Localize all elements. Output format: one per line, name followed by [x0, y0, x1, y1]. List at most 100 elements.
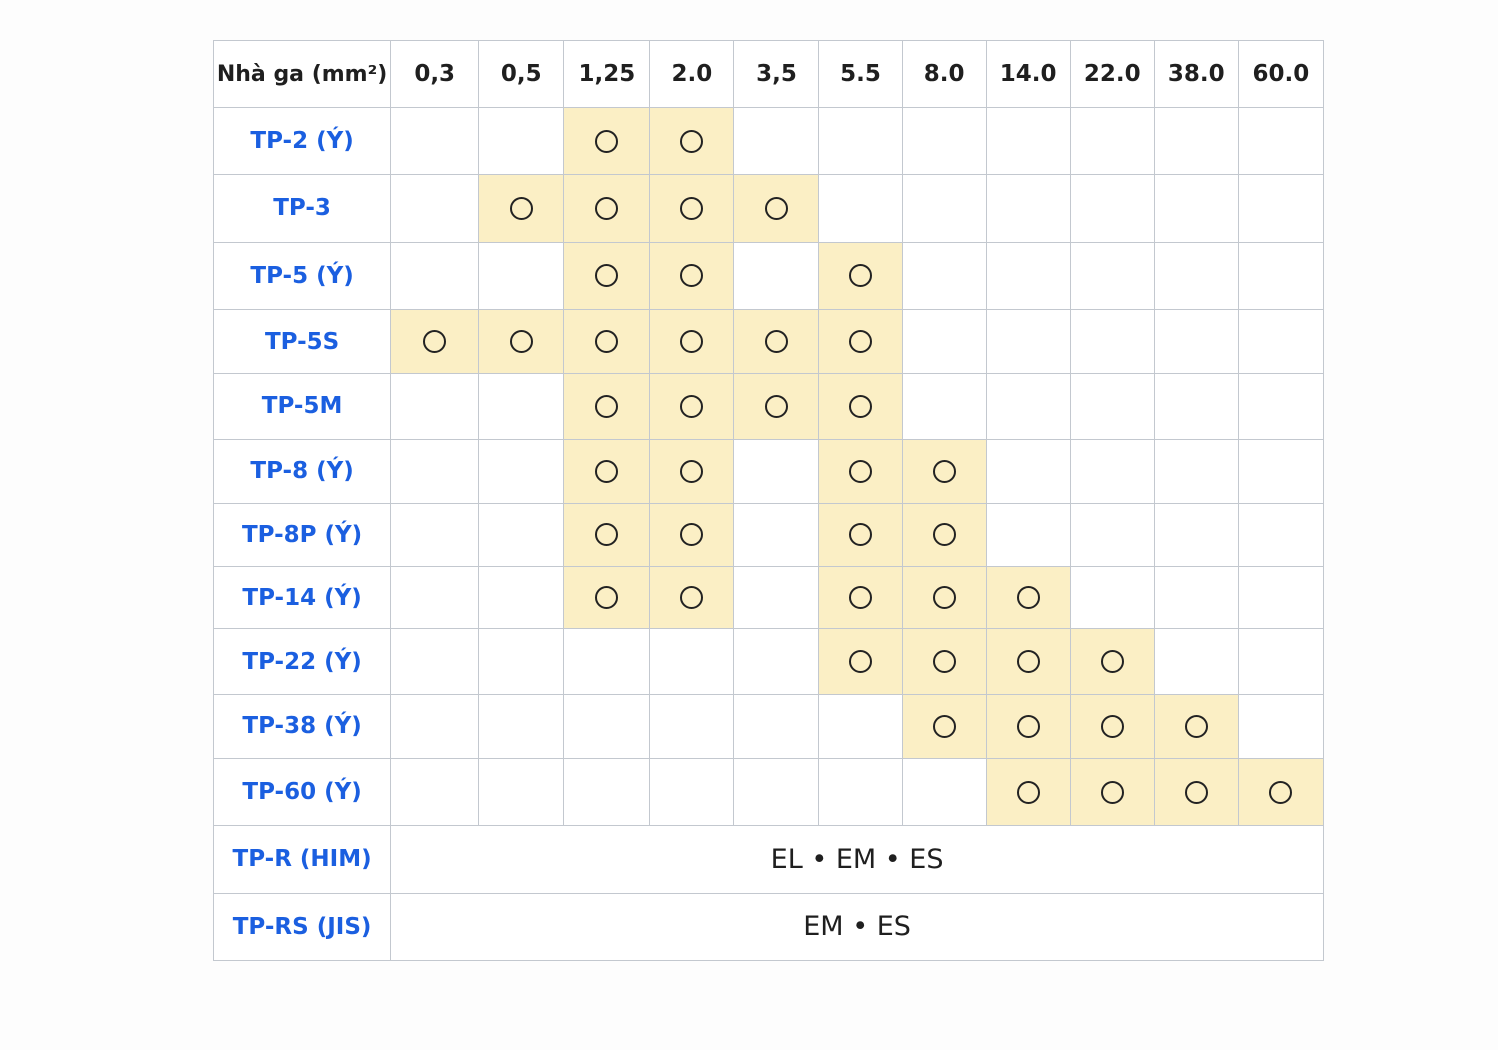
table-cell — [733, 566, 820, 630]
table-cell — [901, 106, 987, 176]
table-cell — [818, 693, 903, 759]
table-cell — [1069, 174, 1155, 243]
table-cell — [1153, 566, 1239, 630]
table-cell — [901, 566, 987, 630]
table-cell — [1069, 757, 1155, 827]
row-label: TP-3 — [212, 174, 392, 243]
circle-mark-icon — [1016, 586, 1040, 610]
table-cell — [1069, 693, 1155, 759]
table-cell — [478, 106, 565, 176]
table-cell — [478, 693, 565, 759]
table-cell — [1237, 241, 1325, 310]
table-cell — [985, 438, 1071, 504]
row-label: TP-14 (Ý) — [212, 566, 392, 630]
circle-mark-icon — [595, 394, 619, 418]
table-cell — [1069, 628, 1155, 695]
table-cell — [563, 174, 651, 243]
table-cell — [1153, 693, 1239, 759]
circle-mark-icon — [680, 264, 704, 288]
circle-mark-icon — [764, 330, 788, 354]
column-header: 22.0 — [1069, 40, 1155, 108]
circle-mark-icon — [680, 459, 704, 483]
table-cell — [563, 106, 651, 176]
table-cell — [818, 628, 903, 695]
table-cell — [1237, 757, 1325, 827]
circle-mark-icon — [595, 586, 619, 610]
circle-mark-icon — [680, 129, 704, 153]
table-cell — [733, 106, 820, 176]
circle-mark-icon — [509, 196, 533, 220]
table-cell — [818, 106, 903, 176]
table-cell — [1237, 502, 1325, 568]
table-row: TP-60 (Ý) — [212, 757, 1325, 827]
row-label: TP-5M — [212, 373, 392, 440]
circle-mark-icon — [849, 394, 873, 418]
table-cell — [478, 502, 565, 568]
table-cell — [390, 106, 480, 176]
table-cell — [985, 757, 1071, 827]
table-cell — [733, 308, 820, 375]
column-header: 0,5 — [478, 40, 565, 108]
table-cell — [985, 693, 1071, 759]
table-cell — [818, 757, 903, 827]
table-cell — [390, 174, 480, 243]
table-cell — [818, 241, 903, 310]
circle-mark-icon — [849, 459, 873, 483]
row-label: TP-5S — [212, 308, 392, 375]
table-cell — [649, 308, 735, 375]
table-cell — [649, 438, 735, 504]
table-row: TP-8P (Ý) — [212, 502, 1325, 568]
table-cell — [733, 757, 820, 827]
table-cell — [478, 438, 565, 504]
circle-mark-icon — [849, 264, 873, 288]
table-cell — [649, 757, 735, 827]
column-header: 8.0 — [901, 40, 987, 108]
table-cell — [985, 373, 1071, 440]
table-cell — [1069, 502, 1155, 568]
table-cell — [1069, 566, 1155, 630]
table-row: TP-14 (Ý) — [212, 566, 1325, 630]
row-label: TP-8 (Ý) — [212, 438, 392, 504]
column-header: 0,3 — [390, 40, 480, 108]
table-cell — [478, 174, 565, 243]
table-cell — [901, 373, 987, 440]
circle-mark-icon — [1100, 650, 1124, 674]
table-cell — [478, 241, 565, 310]
table-cell — [1153, 757, 1239, 827]
circle-mark-icon — [932, 714, 956, 738]
table-cell — [649, 106, 735, 176]
table-row: TP-5 (Ý) — [212, 241, 1325, 310]
header-row: Nhà ga (mm²) 0,3 0,5 1,25 2.0 3,5 5.5 8.0 14.0 2… — [212, 40, 1325, 108]
circle-mark-icon — [595, 264, 619, 288]
row-label: TP-8P (Ý) — [212, 502, 392, 568]
table-row: TP-5M — [212, 373, 1325, 440]
table-cell — [1069, 241, 1155, 310]
table-cell — [985, 106, 1071, 176]
circle-mark-icon — [1269, 780, 1293, 804]
circle-mark-icon — [1184, 714, 1208, 738]
circle-mark-icon — [1184, 780, 1208, 804]
table-cell — [1069, 308, 1155, 375]
table-cell — [649, 174, 735, 243]
table-row: TP-2 (Ý) — [212, 106, 1325, 176]
table-cell — [390, 308, 480, 375]
table-cell — [390, 373, 480, 440]
column-header: 38.0 — [1153, 40, 1239, 108]
table-cell — [818, 308, 903, 375]
circle-mark-icon — [1100, 714, 1124, 738]
circle-mark-icon — [932, 650, 956, 674]
table-row: TP-RS (JIS) EM • ES — [212, 892, 1324, 962]
table-cell — [733, 438, 820, 504]
table-cell — [901, 308, 987, 375]
table-cell — [1153, 373, 1239, 440]
circle-mark-icon — [595, 196, 619, 220]
circle-mark-icon — [932, 459, 956, 483]
row-label: TP-RS (JIS) — [212, 892, 392, 962]
circle-mark-icon — [680, 523, 704, 547]
circle-mark-icon — [680, 394, 704, 418]
column-header: 2.0 — [649, 40, 735, 108]
table-cell — [901, 438, 987, 504]
table-cell — [1153, 241, 1239, 310]
circle-mark-icon — [1016, 780, 1040, 804]
row-label: TP-5 (Ý) — [212, 241, 392, 310]
